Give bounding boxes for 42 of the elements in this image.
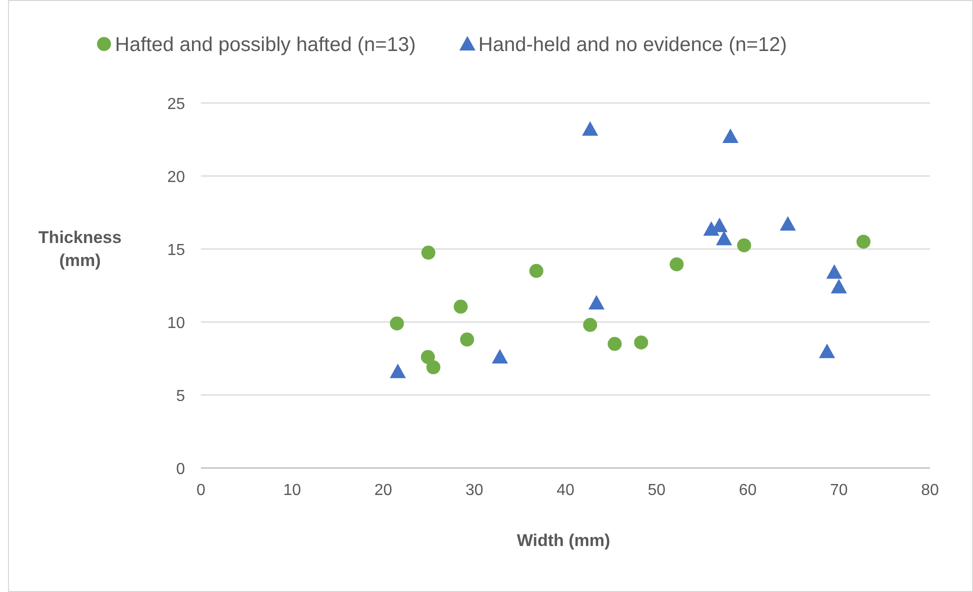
- point: [670, 257, 684, 272]
- point: [722, 128, 738, 144]
- point: [454, 300, 468, 314]
- point: [390, 316, 404, 330]
- point: [492, 348, 508, 364]
- x-tick-label: 10: [283, 482, 302, 499]
- point: [420, 350, 435, 364]
- point: [818, 344, 836, 358]
- y-tick-label: 0: [176, 461, 186, 478]
- x-tick-label: 60: [738, 482, 757, 499]
- point: [737, 238, 752, 252]
- point: [830, 278, 847, 294]
- legend-label: Hafted and possibly hafted (n=13): [115, 34, 416, 56]
- point: [583, 318, 598, 332]
- point: [608, 336, 622, 351]
- point: [780, 216, 796, 231]
- point: [421, 246, 436, 260]
- point: [856, 234, 870, 249]
- x-tick-label: 70: [830, 482, 848, 499]
- x-tick-label: 40: [556, 482, 574, 499]
- point: [390, 364, 406, 378]
- x-tick-label: 0: [196, 482, 206, 499]
- point: [826, 264, 842, 279]
- x-tick-label: 20: [374, 482, 392, 499]
- point: [426, 360, 440, 374]
- y-tick-label: 10: [167, 315, 186, 332]
- x-tick-label: 50: [648, 482, 666, 499]
- legend-label: Hand-held and no evidence (n=12): [478, 34, 787, 56]
- point: [634, 335, 648, 350]
- y-tick-label: 5: [176, 388, 186, 405]
- point: [582, 121, 598, 136]
- y-tick-label: 25: [167, 96, 186, 113]
- y-axis-title: Thickness (mm): [38, 228, 122, 270]
- point: [460, 332, 474, 347]
- point: [716, 230, 732, 246]
- point: [529, 264, 544, 278]
- point: [588, 294, 605, 310]
- x-tick-label: 30: [465, 482, 484, 499]
- x-tick-label: 80: [921, 482, 939, 499]
- y-tick-label: 15: [167, 242, 186, 259]
- x-axis-title: Width (mm): [516, 531, 610, 550]
- y-tick-label: 20: [167, 169, 186, 186]
